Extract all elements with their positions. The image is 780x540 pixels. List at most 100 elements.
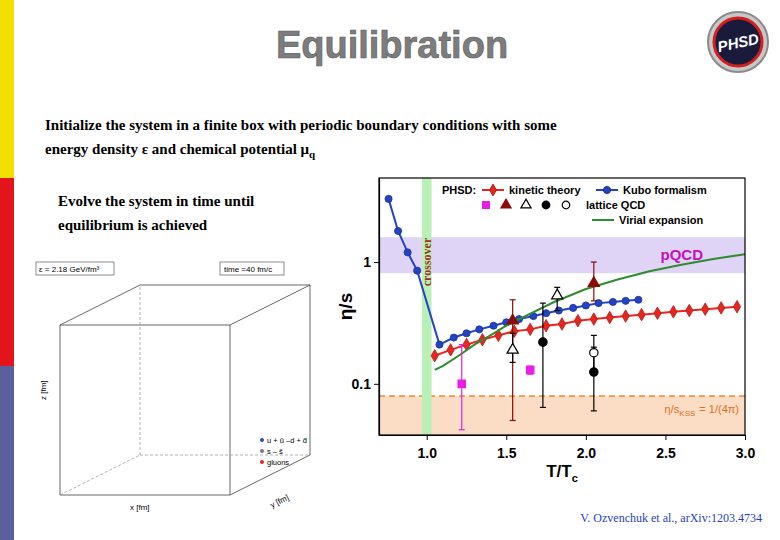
y-axis-tick: 0.1	[352, 376, 379, 392]
box-edge	[230, 325, 231, 495]
error-cap	[591, 369, 597, 370]
x-axis-tick-label: 3.0	[736, 445, 756, 461]
energy-frame	[36, 262, 114, 275]
citation: V. Ozvenchuk et al., arXiv:1203.4734	[580, 511, 762, 525]
series-marker	[609, 298, 616, 305]
legend-swatch-marker	[603, 186, 610, 193]
x-axis-tick: 2.0	[577, 435, 597, 461]
x-axis-tick-mark	[427, 435, 428, 440]
logo-disc	[714, 18, 762, 66]
evolve-line: equilibrium is achieved	[58, 217, 208, 233]
error-cap	[459, 344, 465, 345]
series-marker	[654, 307, 661, 319]
logo-text: PHSD	[716, 30, 760, 55]
x-axis: 1.0 1.5 2.0 2.5 3.0	[380, 435, 756, 461]
error-bar	[542, 303, 543, 407]
strip-yellow	[0, 0, 14, 178]
legend-lattice-marker	[483, 202, 490, 209]
intro-text: energy density ε and chemical potential …	[45, 141, 310, 157]
box-edge	[230, 455, 310, 495]
y-axis-tick-label: 0.1	[352, 376, 372, 392]
series-marker	[635, 296, 642, 303]
series-marker	[622, 297, 629, 304]
z-axis-label: z [fm]	[39, 380, 48, 400]
kss-line	[379, 395, 745, 397]
lattice-marker	[552, 289, 563, 299]
box-edge	[60, 495, 230, 496]
legend-swatch-line	[592, 219, 614, 221]
kss-label: η/sKSS = 1/(4π)	[665, 403, 739, 418]
x-axis-tick: 2.5	[656, 435, 676, 461]
series-marker	[574, 314, 581, 326]
time-label: time =40 fm/c	[224, 265, 272, 274]
series-line	[435, 254, 745, 370]
error-cap	[510, 333, 516, 334]
series-marker	[385, 195, 392, 202]
lattice-marker	[507, 314, 518, 324]
intro-line: energy density ε and chemical potential …	[45, 141, 316, 160]
sim-box: ε = 2.18 GeV/fm³ time =40 fm/c z [fm] x [fm…	[36, 262, 310, 512]
x-axis-tick: 1.0	[418, 435, 438, 461]
evolve-line: Evolve the system in time until	[58, 193, 254, 209]
energy-label-group: ε = 2.18 GeV/fm³	[39, 265, 100, 274]
series-line	[435, 307, 737, 356]
box-edge	[60, 325, 230, 326]
y-axis-label: y [fm]	[269, 493, 291, 510]
legend-label: lattice QCD	[586, 199, 645, 211]
series-marker	[543, 310, 550, 317]
pqcd-band	[379, 237, 745, 273]
crossover-label: crossover	[420, 237, 434, 286]
x-axis-tick: 3.0	[736, 435, 756, 461]
x-axis-tick-label: 1.5	[497, 445, 517, 461]
series-marker	[638, 308, 645, 320]
series-marker	[590, 313, 597, 325]
slide: EquilibrationPHSDInitialize the system i…	[0, 0, 780, 540]
x-axis-tick-label: 2.5	[656, 445, 676, 461]
series-marker	[436, 341, 443, 348]
legend-label: Kubo formalism	[623, 184, 707, 196]
energy-label: ε = 2.18 GeV/fm³	[39, 265, 100, 274]
error-cap	[554, 310, 560, 311]
y-axis-tick: 1	[363, 254, 379, 270]
kss-band	[379, 396, 745, 435]
x-axis-label-group: x [fm]	[130, 503, 150, 512]
legend-label: Virial expansion	[619, 214, 703, 226]
box-legend-label: gluons	[267, 458, 289, 467]
series-marker	[395, 227, 402, 234]
series-marker	[450, 334, 457, 341]
y-axis-tick-mark	[374, 384, 379, 385]
series-marker	[702, 303, 709, 315]
box-legend-label: s – s̄	[267, 447, 283, 456]
box-edge	[140, 455, 310, 456]
series-marker	[718, 302, 725, 314]
series-marker	[542, 319, 549, 331]
intro-text: Initialize the system in a finite box wi…	[45, 117, 557, 133]
lattice-marker	[588, 277, 599, 287]
series-marker	[582, 302, 589, 309]
x-axis-tick-mark	[665, 435, 666, 440]
kss-label-rest: = 1/(4π)	[699, 403, 739, 415]
series-marker	[431, 350, 438, 362]
intro-subscript: q	[309, 148, 316, 160]
time-frame	[220, 262, 284, 275]
x-axis-title: T/Tc	[546, 462, 578, 484]
box-legend-swatch	[260, 449, 264, 453]
intro-line: Initialize the system in a finite box wi…	[45, 117, 557, 133]
series-marker	[527, 323, 534, 335]
x-axis-tick-mark	[506, 435, 507, 440]
error-cap	[591, 261, 597, 262]
series-marker	[733, 300, 740, 312]
lattice-marker	[590, 349, 598, 357]
box-edge	[310, 285, 311, 455]
error-cap	[510, 362, 516, 363]
y-axis-tick-label: 1	[363, 254, 371, 270]
series-marker	[511, 325, 518, 337]
pqcd-label: pQCD	[661, 246, 704, 263]
box-edge	[60, 455, 140, 495]
kss-label-sub: KSS	[679, 409, 695, 418]
kss-label-main: η/s	[665, 403, 680, 415]
x-axis-tick-mark	[745, 435, 746, 440]
x-axis-tick: 1.5	[497, 435, 517, 461]
series-marker	[490, 322, 497, 329]
error-cap	[591, 300, 597, 301]
